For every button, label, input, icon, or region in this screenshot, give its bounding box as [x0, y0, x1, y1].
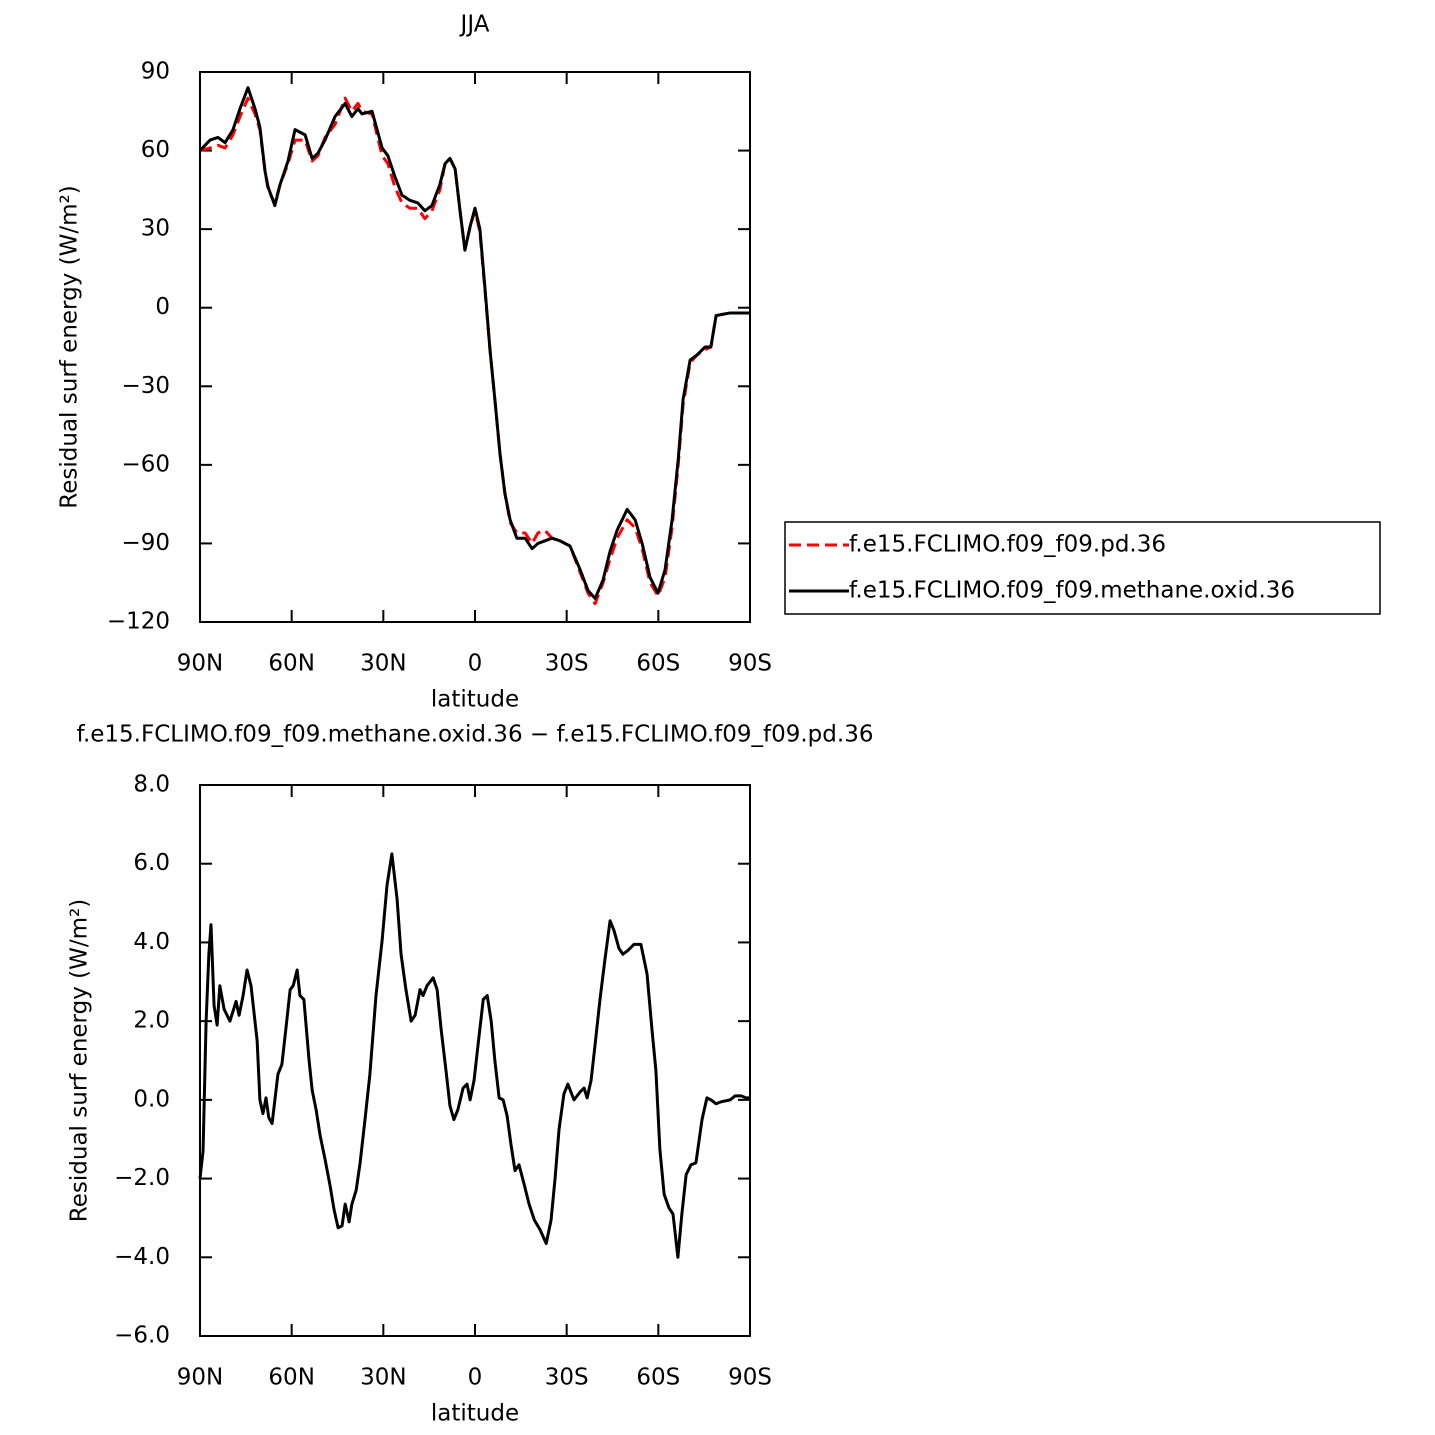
- x-tick-label: 0: [468, 1365, 483, 1391]
- x-tick-label: 60N: [268, 651, 314, 677]
- x-tick-label: 60N: [268, 1365, 314, 1391]
- data-line: [198, 852, 750, 1259]
- y-tick-label: −90: [121, 530, 170, 556]
- x-axis-label: latitude: [431, 1401, 519, 1427]
- x-tick-label: 0: [468, 651, 483, 677]
- y-tick-label: 4.0: [133, 929, 170, 955]
- x-tick-label: 30N: [360, 1365, 406, 1391]
- x-axis-label: latitude: [431, 687, 519, 713]
- y-tick-label: −6.0: [114, 1323, 170, 1349]
- y-tick-label: −4.0: [114, 1244, 170, 1270]
- legend-box: [784, 521, 1381, 615]
- y-tick-label: −2.0: [114, 1165, 170, 1191]
- x-tick-label: 90S: [728, 1365, 772, 1391]
- y-tick-label: −60: [121, 451, 170, 477]
- plot-frame: [199, 71, 751, 623]
- plot-frame: [199, 784, 751, 1337]
- x-tick-label: 60S: [636, 1365, 680, 1391]
- y-tick-label: 2.0: [133, 1008, 170, 1034]
- x-tick-label: 30N: [360, 651, 406, 677]
- y-tick-label: 30: [141, 216, 170, 242]
- chart-title: f.e15.FCLIMO.f09_f09.methane.oxid.36 − f…: [77, 722, 874, 748]
- y-axis-label: Residual surf energy (W/m²): [57, 185, 83, 508]
- y-tick-label: 90: [141, 59, 170, 85]
- y-axis-label: Residual surf energy (W/m²): [67, 899, 93, 1222]
- y-tick-label: 6.0: [133, 850, 170, 876]
- data-line: [198, 86, 750, 600]
- x-tick-label: 60S: [636, 651, 680, 677]
- legend-label: f.e15.FCLIMO.f09_f09.methane.oxid.36: [849, 578, 1295, 604]
- y-tick-label: −30: [121, 373, 170, 399]
- x-tick-label: 90N: [177, 1365, 223, 1391]
- x-tick-label: 30S: [545, 651, 589, 677]
- x-tick-label: 90S: [728, 651, 772, 677]
- y-tick-label: 0.0: [133, 1086, 170, 1112]
- y-tick-label: 8.0: [133, 772, 170, 798]
- chart-title: JJA: [459, 12, 490, 38]
- x-tick-label: 90N: [177, 651, 223, 677]
- x-tick-label: 30S: [545, 1365, 589, 1391]
- y-tick-label: 60: [141, 137, 170, 163]
- legend-label: f.e15.FCLIMO.f09_f09.pd.36: [849, 532, 1166, 558]
- y-tick-label: −120: [107, 609, 170, 635]
- y-tick-label: 0: [155, 294, 170, 320]
